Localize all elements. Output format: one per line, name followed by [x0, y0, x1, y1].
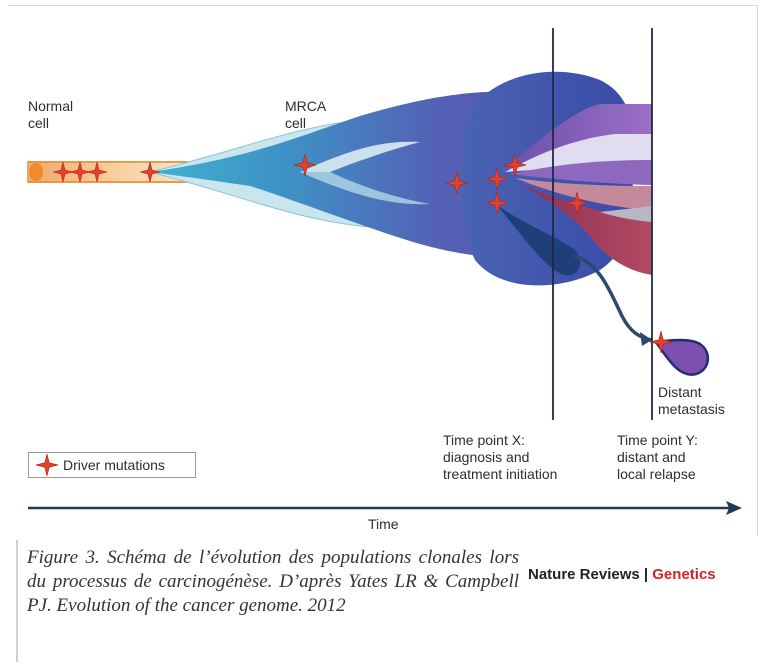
- distant-metastasis-label: Distant metastasis: [658, 384, 725, 417]
- time-arrow-icon: [726, 501, 742, 515]
- figure-caption: Figure 3. Schéma de l’évolution des popu…: [27, 547, 519, 616]
- legend-label: Driver mutations: [63, 457, 165, 473]
- time-point-x-label: Time point X: diagnosis and treatment in…: [443, 432, 558, 482]
- journal-separator: |: [639, 566, 653, 583]
- clonal-evolution-diagram: [27, 28, 742, 515]
- founder-clone-population: [150, 91, 560, 259]
- journal-credit: Nature Reviews | Genetics: [528, 566, 716, 583]
- time-axis-label: Time: [368, 516, 399, 532]
- journal-section: Genetics: [652, 566, 716, 583]
- figure-frame: [8, 5, 758, 535]
- journal-name: Nature Reviews: [528, 566, 640, 583]
- metastatic-subclone: [497, 205, 581, 276]
- distant-metastasis-cell: [653, 338, 709, 376]
- time-point-y-label: Time point Y: distant and local relapse: [617, 432, 698, 482]
- normal-cell-icon: [29, 163, 43, 181]
- driver-mutation-star-icon: [35, 454, 59, 476]
- legend: Driver mutations: [28, 452, 196, 478]
- relapse-subclones-purple: [500, 104, 652, 185]
- caption-rule: [16, 540, 18, 662]
- mrca-cell-label: MRCA cell: [285, 98, 327, 131]
- normal-cell-label: Normal cell: [28, 98, 74, 131]
- relapse-subclones-crimson: [515, 178, 652, 275]
